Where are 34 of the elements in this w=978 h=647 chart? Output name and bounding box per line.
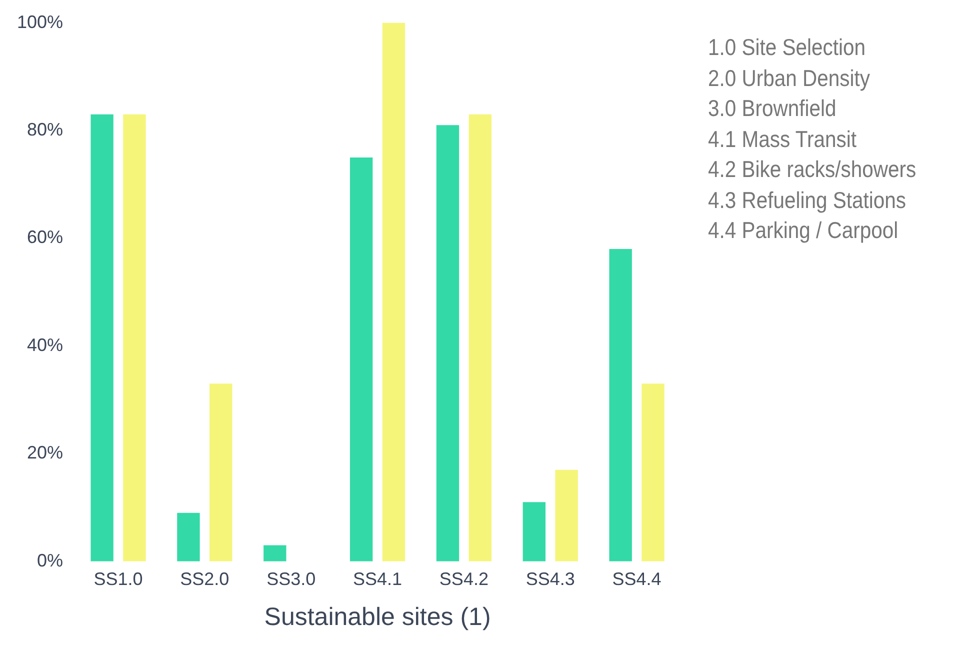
text: 4.4 Parking / Carpool (708, 216, 900, 245)
bar (555, 470, 578, 562)
bar (382, 22, 406, 562)
bar (123, 114, 146, 562)
x-tick-label: SS4.1 (352, 569, 402, 590)
bar (468, 114, 492, 562)
y-tick-label: 80% (27, 119, 64, 140)
y-tick-label: 40% (27, 334, 64, 355)
text: 4.2 Bike racks/showers (708, 155, 916, 184)
y-tick-label: 20% (27, 442, 64, 463)
x-tick-label: SS4.3 (526, 569, 575, 590)
text: 2.0 Urban Density (708, 64, 871, 93)
bar (177, 512, 200, 562)
bar (522, 502, 546, 562)
text: 4.1 Mass Transit (708, 124, 858, 154)
bar (210, 384, 232, 562)
bar (436, 125, 460, 562)
text: 4.3 Refueling Stations (708, 186, 908, 215)
bar (609, 249, 632, 562)
x-axis-title: Sustainable sites (1) (264, 602, 491, 631)
text: 1.0 Site Selection (708, 33, 867, 62)
bar (264, 545, 286, 562)
x-tick-label: SS4.4 (612, 569, 662, 590)
text: 3.0 Brownfield (708, 94, 838, 123)
y-tick-label: 0% (37, 550, 64, 570)
bar (90, 114, 114, 562)
bar (350, 157, 373, 562)
y-tick-label: 100% (16, 12, 64, 32)
x-tick-label: SS2.0 (180, 569, 230, 590)
x-tick-label: SS1.0 (94, 569, 143, 590)
y-tick-label: 60% (27, 227, 64, 248)
x-tick-label: SS4.2 (439, 569, 488, 590)
x-tick-label: SS3.0 (266, 569, 316, 590)
bar (642, 384, 664, 562)
